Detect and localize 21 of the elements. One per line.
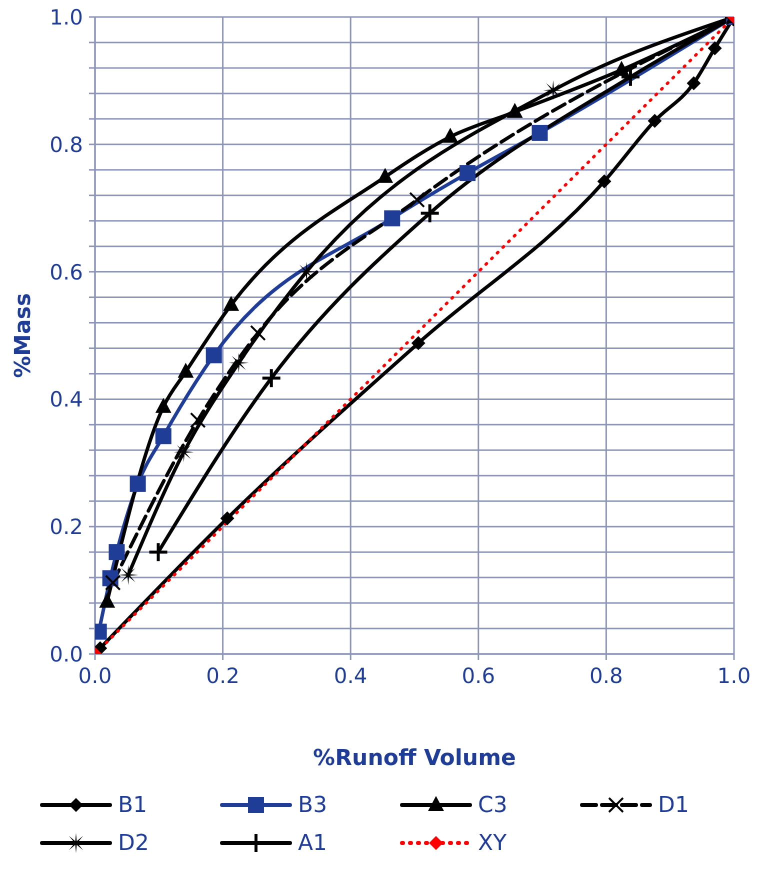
legend-label: A1 (298, 830, 328, 856)
y-tick-label: 0.4 (50, 388, 83, 412)
legend-label: B1 (118, 792, 148, 818)
x-tick-label: 0.2 (206, 664, 240, 688)
x-tick-label: 0.0 (78, 664, 112, 688)
y-tick-label: 0.6 (50, 260, 83, 284)
y-tick-label: 0.2 (50, 515, 83, 540)
legend-label: B3 (298, 792, 328, 818)
y-tick-label: 0.8 (50, 132, 83, 157)
y-tick-label: 1.0 (50, 5, 83, 30)
y-axis-title: %Mass (10, 293, 36, 378)
x-tick-label: 0.4 (334, 664, 368, 688)
x-tick-label: 0.8 (589, 664, 623, 688)
legend-label: XY (478, 830, 507, 856)
x-axis-title: %Runoff Volume (313, 746, 516, 771)
legend-label: D2 (118, 830, 149, 856)
legend-label: C3 (478, 792, 508, 818)
x-tick-label: 1.0 (717, 664, 751, 688)
y-tick-label: 0.0 (50, 642, 83, 666)
legend-label: D1 (658, 792, 689, 818)
x-tick-label: 0.6 (462, 664, 496, 688)
